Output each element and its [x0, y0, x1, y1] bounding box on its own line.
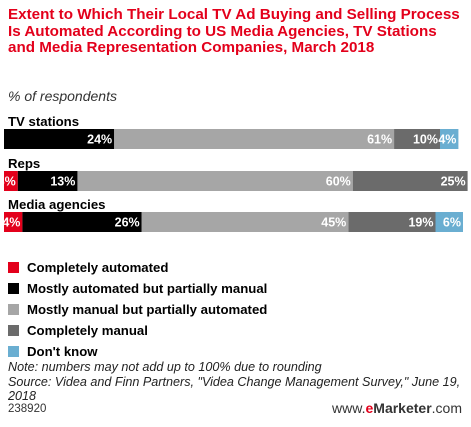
legend-item-mostly-manual-but-partially-automated: Mostly manual but partially automated — [8, 299, 267, 320]
legend-label: Mostly manual but partially automated — [27, 302, 268, 317]
legend-item-mostly-automated-but-partially-manual: Mostly automated but partially manual — [8, 278, 267, 299]
category-label-tv-stations: TV stations — [8, 114, 79, 129]
bar-reps-mostly-automated-but-partially-manual — [17, 171, 78, 191]
data-label-reps-completely-manual: 25% — [441, 175, 466, 189]
legend-label: Don't know — [27, 344, 98, 359]
data-label-media-agencies-completely-automated: 4% — [2, 216, 20, 230]
data-label-tv-stations-mostly-automated-but-partially-manual: 24% — [87, 133, 112, 147]
bar-reps-completely-automated — [4, 171, 18, 191]
data-label-media-agencies-don-t-know: 6% — [443, 216, 461, 230]
legend-label: Completely automated — [27, 260, 169, 275]
bar-tv-stations-mostly-manual-but-partially-automated — [114, 129, 395, 149]
category-label-reps: Reps — [8, 156, 40, 171]
bar-tv-stations-don-t-know — [440, 129, 459, 149]
legend-item-completely-automated: Completely automated — [8, 257, 267, 278]
data-label-tv-stations-mostly-manual-but-partially-automated: 61% — [367, 133, 392, 147]
note-text: Note: numbers may not add up to 100% due… — [8, 360, 322, 374]
data-label-media-agencies-completely-manual: 19% — [408, 216, 433, 230]
legend-label: Mostly automated but partially manual — [27, 281, 268, 296]
chart-subtitle: % of respondents — [8, 88, 117, 104]
bar-reps-completely-manual — [352, 171, 468, 191]
bar-reps-mostly-manual-but-partially-automated — [77, 171, 353, 191]
data-label-tv-stations-completely-manual: 10% — [413, 133, 438, 147]
data-label-media-agencies-mostly-manual-but-partially-automated: 45% — [321, 216, 346, 230]
footnote: Note: numbers may not add up to 100% due… — [8, 360, 466, 404]
legend-swatch — [8, 262, 19, 273]
category-label-media-agencies: Media agencies — [8, 197, 105, 212]
bar-media-agencies-mostly-manual-but-partially-automated — [141, 212, 349, 232]
legend-item-completely-manual: Completely manual — [8, 320, 267, 341]
data-label-reps-completely-automated: 3% — [0, 175, 16, 189]
data-label-reps-mostly-manual-but-partially-automated: 60% — [326, 175, 351, 189]
bar-media-agencies-completely-automated — [4, 212, 23, 232]
data-label-reps-mostly-automated-but-partially-manual: 13% — [50, 175, 75, 189]
legend-swatch — [8, 283, 19, 294]
bar-tv-stations-mostly-automated-but-partially-manual — [4, 129, 115, 149]
legend-label: Completely manual — [27, 323, 148, 338]
bar-media-agencies-don-t-know — [435, 212, 463, 232]
legend-swatch — [8, 304, 19, 315]
bar-tv-stations-completely-manual — [394, 129, 440, 149]
chart-code: 238920 — [8, 403, 47, 415]
data-label-tv-stations-don-t-know: 4% — [438, 133, 456, 147]
chart-title: Extent to Which Their Local TV Ad Buying… — [8, 6, 460, 56]
source-text: Source: Videa and Finn Partners, "Videa … — [8, 374, 461, 404]
bar-media-agencies-mostly-automated-but-partially-manual — [22, 212, 142, 232]
legend: Completely automated Mostly automated but… — [8, 257, 267, 362]
emarketer-logo: www.eMarketer.com — [332, 400, 462, 416]
legend-swatch — [8, 325, 19, 336]
legend-swatch — [8, 346, 19, 357]
legend-item-don-t-know: Don't know — [8, 341, 267, 362]
data-label-media-agencies-mostly-automated-but-partially-manual: 26% — [115, 216, 140, 230]
bar-media-agencies-completely-manual — [348, 212, 436, 232]
